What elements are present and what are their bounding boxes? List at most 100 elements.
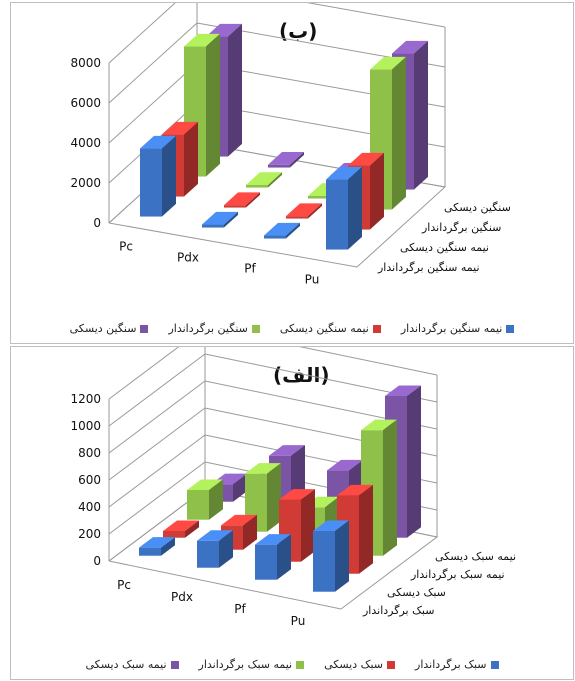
bar <box>224 192 260 208</box>
legend-label: سنگین برگرداندار <box>168 322 248 335</box>
depth-label: نیمه سنگین دیسکی <box>400 241 489 254</box>
bar-side <box>407 385 421 538</box>
legend-item: سبک برگرداندار <box>415 658 499 671</box>
bar-side <box>308 203 322 219</box>
bar-top <box>264 222 300 236</box>
bar <box>139 537 175 556</box>
chart-legend: سبک برگرداندار سبک دیسکی نیمه سبک برگرداند… <box>11 658 573 671</box>
bar-front <box>264 235 286 239</box>
legend-item: سبک دیسکی <box>324 658 396 671</box>
bar-side <box>359 484 373 574</box>
legend-swatch <box>170 661 179 669</box>
gridline <box>108 353 206 427</box>
x-tick-label: Pu <box>305 273 320 287</box>
bar-side <box>184 121 198 197</box>
bar-side <box>290 152 304 168</box>
gridline <box>108 461 206 535</box>
bar-side <box>206 33 220 177</box>
bar <box>255 534 291 580</box>
bar-side <box>348 166 362 250</box>
gridline <box>108 347 180 400</box>
depth-label: نیمه سبک دیسکی <box>435 550 516 563</box>
bar-top <box>255 534 291 545</box>
bar-side <box>246 192 260 208</box>
depth-label: سبک دیسکی <box>387 586 446 599</box>
gridline <box>108 3 176 64</box>
bar-front <box>139 547 161 556</box>
y-tick-label: 4000 <box>70 136 101 150</box>
bar-side <box>392 56 406 210</box>
legend-swatch <box>387 661 396 669</box>
bar-front <box>187 490 209 520</box>
legend-label: سبک دیسکی <box>324 658 384 671</box>
depth-label: سبک برگرداندار <box>362 604 434 617</box>
x-tick-label: Pc <box>119 240 133 254</box>
bar-top <box>245 463 281 474</box>
bar-top <box>286 203 322 217</box>
bar-front <box>268 164 290 168</box>
bar-top <box>140 135 176 149</box>
legend-item: نیمه سبک دیسکی <box>85 658 179 671</box>
depth-label: نیمه سنگین برگرداندار <box>377 261 480 274</box>
bar <box>187 479 223 520</box>
legend-swatch <box>251 325 260 333</box>
legend-swatch <box>372 325 381 333</box>
chart-panel-b: (ب) 0 2000 4000 6000 8000 Pc Pdx Pf Pu نیمه سنگین… <box>10 2 574 344</box>
chart-title: (ب) <box>279 19 318 43</box>
legend-item: سنگین دیسکی <box>70 322 149 335</box>
x-tick-label: Pf <box>234 602 246 616</box>
floor-outline <box>108 488 439 610</box>
bar-top <box>221 514 257 526</box>
gridline <box>108 380 206 454</box>
y-tick-label: 8000 <box>70 56 101 70</box>
bar <box>197 530 233 568</box>
x-tick-label: Pu <box>291 614 306 628</box>
y-tick-label: 800 <box>78 446 101 460</box>
bar <box>140 135 176 217</box>
x-tick-label: Pc <box>117 578 131 592</box>
y-tick-label: 0 <box>93 554 101 568</box>
bar-top <box>327 459 363 471</box>
y-tick-label: 0 <box>93 216 101 230</box>
x-tick-label: Pf <box>244 262 256 276</box>
bar-side <box>268 172 282 188</box>
bar-side <box>219 530 233 568</box>
bar-top <box>361 419 397 431</box>
gridline <box>108 62 198 144</box>
bar-side <box>243 514 257 550</box>
gridline <box>108 22 198 104</box>
bar <box>268 152 304 168</box>
depth-label: نیمه سبک برگرداندار <box>410 568 505 581</box>
bar-top <box>269 445 305 456</box>
legend-swatch <box>296 661 305 669</box>
bar <box>326 166 362 250</box>
bar-front <box>246 184 268 188</box>
legend-label: نیمه سنگین دیسکی <box>279 322 369 335</box>
bar-front <box>197 540 219 568</box>
legend-item: نیمه سنگین دیسکی <box>280 322 381 335</box>
legend-item: نیمه سبک برگرداندار <box>199 658 305 671</box>
y-tick-label: 200 <box>78 527 101 541</box>
bar-side <box>286 222 300 239</box>
chart-b-canvas: 0 2000 4000 6000 8000 Pc Pdx Pf Pu نیمه سنگین برگ… <box>70 3 511 287</box>
bar-top <box>279 489 315 500</box>
depth-label: سنگین برگرداندار <box>421 221 501 234</box>
bar-top <box>197 530 233 541</box>
bar-top <box>184 33 220 47</box>
bar-side <box>162 135 176 217</box>
bar-top <box>162 121 198 135</box>
bar-top <box>206 23 242 37</box>
gridline <box>299 347 438 376</box>
bar-front <box>326 179 348 250</box>
bar-front <box>140 148 162 217</box>
bar <box>163 520 199 538</box>
bar-side <box>277 534 291 580</box>
bar-side <box>224 211 238 228</box>
bar-top <box>326 166 362 180</box>
y-tick-label: 6000 <box>70 96 101 110</box>
legend-swatch <box>140 325 149 333</box>
bar <box>286 203 322 219</box>
bar-front <box>224 205 246 208</box>
bar <box>202 211 238 228</box>
bar-front <box>202 224 224 228</box>
